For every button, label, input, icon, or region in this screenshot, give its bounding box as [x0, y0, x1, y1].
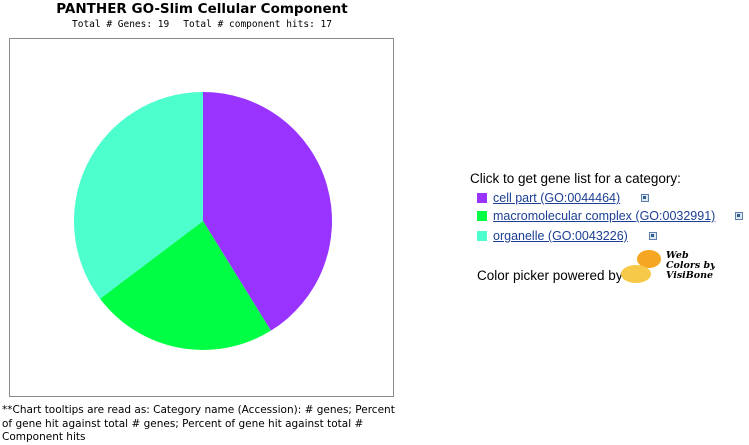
- tooltip-footnote: **Chart tooltips are read as: Category n…: [2, 404, 395, 443]
- link-cell-part[interactable]: cell part (GO:0044464): [493, 191, 621, 205]
- logo-line-2: Colors by: [666, 260, 715, 271]
- external-link-icon[interactable]: [641, 194, 649, 202]
- pie-slice-organelle[interactable]: organelle (GO:0043226): [74, 91, 203, 299]
- chart-title: PANTHER GO-Slim Cellular Component: [56, 1, 348, 17]
- link-organelle[interactable]: organelle (GO:0043226): [493, 229, 628, 243]
- pie-slice-macromolecular-complex[interactable]: macromolecular complex (GO:0032991): [100, 221, 271, 350]
- chart-frame: cell part (GO:0044464)macromolecular com…: [9, 38, 394, 397]
- legend-swatch-macromolecular-complex: [477, 211, 487, 221]
- external-link-icon[interactable]: [649, 232, 657, 240]
- external-link-icon[interactable]: [735, 212, 743, 220]
- logo-line-3: VisiBone: [666, 270, 713, 281]
- color-picker-text: Color picker powered by: [477, 268, 623, 283]
- legend-swatch-organelle: [477, 231, 487, 241]
- pie-chart: cell part (GO:0044464)macromolecular com…: [74, 91, 332, 350]
- visibone-logo[interactable]: Web Colors by VisiBone: [619, 248, 715, 288]
- total-genes-text: Total # Genes: 19: [72, 19, 170, 30]
- link-macromolecular-complex[interactable]: macromolecular complex (GO:0032991): [493, 209, 716, 223]
- chart-subtitle: Total # Genes: 19 Total # component hits:…: [0, 19, 404, 30]
- pie-slice-cell-part[interactable]: cell part (GO:0044464): [203, 92, 332, 331]
- legend-heading: Click to get gene list for a category:: [470, 171, 681, 186]
- legend-swatch-cell-part: [477, 193, 487, 203]
- total-hits-text: Total # component hits: 17: [183, 19, 332, 30]
- logo-line-1: Web: [666, 250, 689, 261]
